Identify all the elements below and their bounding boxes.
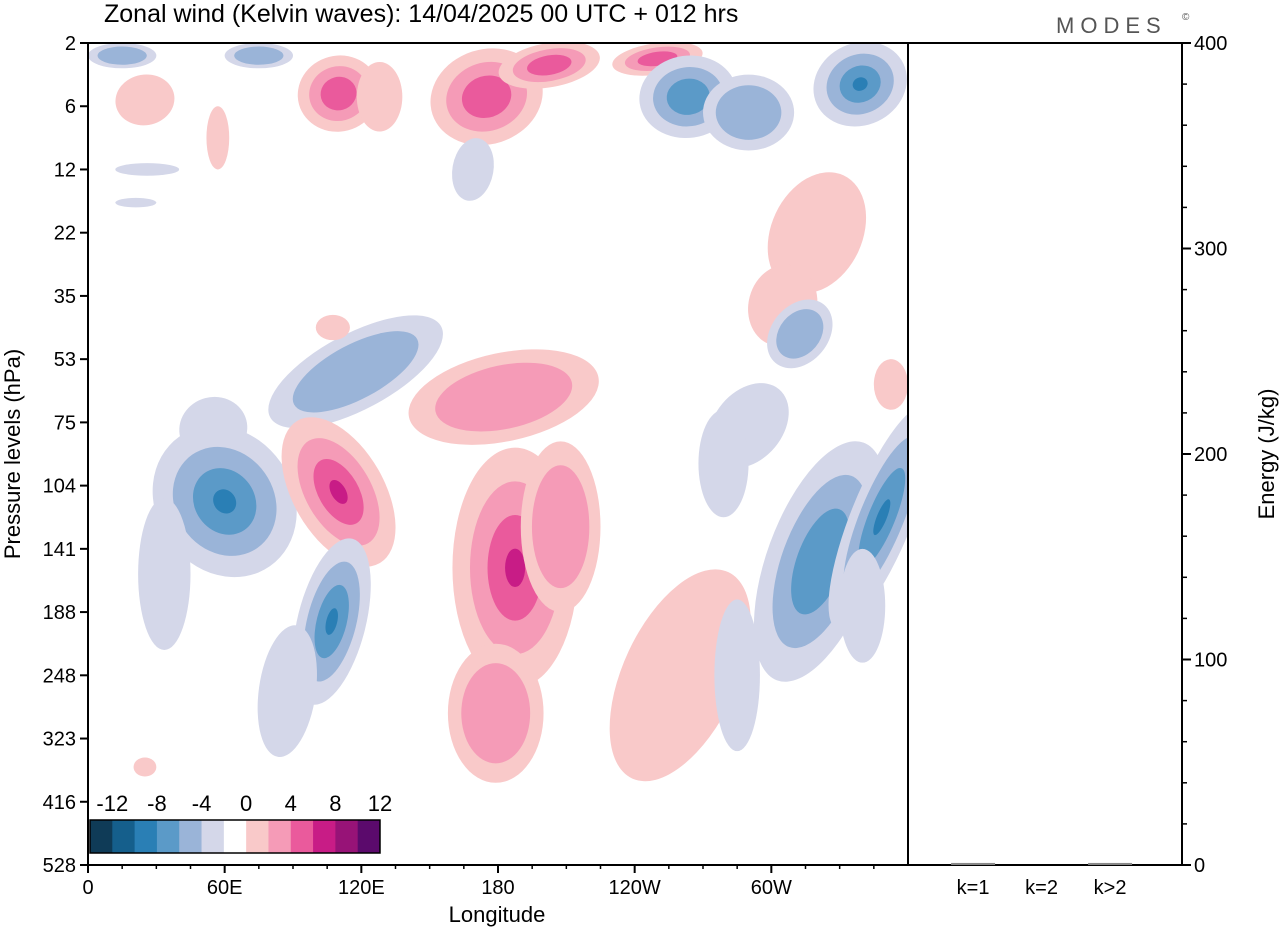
energy-axis-label: Energy (J/kg) (1254, 389, 1279, 520)
x-tick-label: 60W (751, 877, 792, 899)
positive-anomaly-contour (435, 362, 573, 432)
y-tick-label: 323 (43, 729, 76, 751)
x-tick-label: 0 (82, 877, 93, 899)
colorbar-swatch (201, 820, 225, 853)
negative-anomaly-contour (257, 625, 317, 757)
negative-anomaly-contour (138, 498, 191, 651)
energy-category-label: k>2 (1094, 877, 1127, 899)
negative-anomaly-contour (115, 197, 157, 208)
colorbar-swatch (223, 820, 247, 853)
negative-anomaly-contour (115, 163, 180, 176)
negative-anomaly-contour (666, 78, 710, 115)
negative-anomaly-contour (325, 608, 338, 635)
colorbar-tick-label: 0 (240, 791, 252, 816)
negative-anomaly-contour (234, 46, 284, 65)
positive-anomaly-contour (315, 314, 350, 341)
brand-logo: MODES (1056, 13, 1167, 38)
chart-title: Zonal wind (Kelvin waves): 14/04/2025 00… (104, 0, 738, 28)
positive-anomaly-contour (133, 757, 157, 777)
energy-tick-label: 400 (1194, 33, 1227, 55)
y-tick-label: 35 (54, 286, 76, 308)
positive-anomaly-contour (115, 74, 175, 126)
y-axis: 2 6 12 22 35 53 75 104 141 188 248 323 416 528 (43, 33, 88, 877)
colorbar-tick-label: -8 (147, 791, 167, 816)
energy-panel-frame (907, 42, 1183, 866)
positive-anomaly-contour (531, 465, 590, 589)
y-tick-label: 104 (43, 476, 76, 498)
brand-mark: © (1182, 12, 1190, 23)
x-tick-label: 120W (609, 877, 661, 899)
negative-anomaly-contour (715, 85, 782, 140)
negative-anomaly-contour (714, 599, 760, 752)
negative-anomaly-contour (97, 46, 147, 65)
positive-anomaly-contour (461, 75, 512, 119)
colorbar-tick-label: 8 (329, 791, 341, 816)
colorbar-tick-label: 12 (368, 791, 392, 816)
energy-panel: 0 100 200 300 400 k=1 k=2 k>2 (951, 33, 1227, 899)
colorbar-swatch (134, 820, 158, 853)
y-tick-label: 188 (43, 602, 76, 624)
energy-tick-label: 0 (1194, 855, 1205, 877)
y-tick-label: 75 (54, 412, 76, 434)
negative-anomaly-contour (873, 499, 891, 536)
colorbar-swatch (357, 820, 381, 853)
positive-anomaly-contour (505, 548, 526, 588)
energy-tick-label: 300 (1194, 239, 1227, 261)
contour-field (88, 43, 908, 783)
colorbar-swatch (179, 820, 203, 853)
x-tick-label: 60E (207, 877, 243, 899)
positive-anomaly-contour (320, 76, 357, 111)
colorbar-swatch (156, 820, 180, 853)
y-tick-label: 6 (65, 96, 76, 118)
x-axis: 0 60E 120E 180 120W 60W (82, 865, 875, 899)
negative-anomaly-contour (852, 77, 868, 91)
positive-anomaly-contour (206, 106, 230, 170)
colorbar-tick-label: -4 (192, 791, 212, 816)
negative-anomaly-contour (292, 331, 419, 413)
colorbar-swatch (335, 820, 359, 853)
energy-tick-label: 100 (1194, 650, 1227, 672)
colorbar-swatch (290, 820, 314, 853)
x-axis-label: Longitude (449, 902, 546, 927)
y-tick-label: 22 (54, 223, 76, 245)
colorbar-swatch (246, 820, 269, 853)
y-axis-label: Pressure levels (hPa) (0, 349, 25, 559)
colorbar: -12 -8 -4 0 4 8 12 (89, 791, 392, 854)
energy-tick-label: 200 (1194, 444, 1227, 466)
y-tick-label: 248 (43, 665, 76, 687)
negative-anomaly-contour (839, 548, 886, 663)
colorbar-swatch (112, 820, 136, 853)
positive-anomaly-contour (767, 172, 867, 294)
negative-anomaly-contour (213, 489, 237, 514)
energy-category-label: k=1 (957, 877, 990, 899)
y-tick-label: 12 (54, 159, 76, 181)
x-tick-label: 180 (481, 877, 514, 899)
y-tick-label: 53 (54, 349, 76, 371)
y-tick-label: 141 (43, 539, 76, 561)
colorbar-tick-label: -12 (96, 791, 128, 816)
positive-anomaly-contour (461, 663, 531, 764)
y-tick-label: 416 (43, 792, 76, 814)
colorbar-swatch (90, 820, 113, 853)
energy-bar (951, 862, 996, 865)
y-tick-label: 528 (43, 855, 76, 877)
positive-anomaly-contour (329, 479, 348, 504)
x-tick-label: 120E (338, 877, 385, 899)
energy-bar (1088, 862, 1133, 865)
negative-anomaly-contour (698, 409, 749, 518)
colorbar-tick-label: 4 (285, 791, 297, 816)
y-tick-label: 2 (65, 33, 76, 55)
colorbar-swatch (268, 820, 292, 853)
positive-anomaly-contour (873, 359, 908, 410)
positive-anomaly-contour (356, 61, 403, 132)
negative-anomaly-contour (791, 508, 850, 615)
colorbar-swatch (313, 820, 336, 853)
positive-anomaly-contour (609, 569, 751, 782)
negative-anomaly-contour (776, 309, 824, 359)
positive-anomaly-contour (526, 54, 572, 76)
negative-anomaly-contour (452, 138, 494, 201)
energy-category-label: k=2 (1025, 877, 1058, 899)
colorbar-frame (89, 819, 381, 854)
